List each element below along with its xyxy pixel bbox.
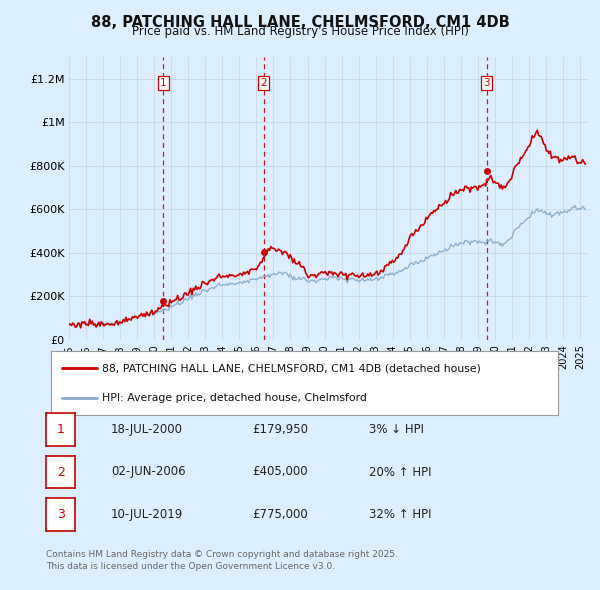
Text: 2: 2 (56, 466, 65, 478)
Text: £775,000: £775,000 (252, 508, 308, 521)
Text: 02-JUN-2006: 02-JUN-2006 (111, 466, 185, 478)
Text: 32% ↑ HPI: 32% ↑ HPI (369, 508, 431, 521)
Text: 20% ↑ HPI: 20% ↑ HPI (369, 466, 431, 478)
Text: 2: 2 (260, 78, 267, 88)
Text: 1: 1 (160, 78, 167, 88)
Text: £179,950: £179,950 (252, 423, 308, 436)
Text: Contains HM Land Registry data © Crown copyright and database right 2025.
This d: Contains HM Land Registry data © Crown c… (46, 550, 398, 571)
Text: 88, PATCHING HALL LANE, CHELMSFORD, CM1 4DB (detached house): 88, PATCHING HALL LANE, CHELMSFORD, CM1 … (102, 363, 481, 373)
Text: 3% ↓ HPI: 3% ↓ HPI (369, 423, 424, 436)
Text: 3: 3 (56, 508, 65, 521)
Text: 10-JUL-2019: 10-JUL-2019 (111, 508, 183, 521)
Text: HPI: Average price, detached house, Chelmsford: HPI: Average price, detached house, Chel… (102, 392, 367, 402)
Text: 18-JUL-2000: 18-JUL-2000 (111, 423, 183, 436)
Text: 1: 1 (56, 423, 65, 436)
Text: 3: 3 (484, 78, 490, 88)
Text: Price paid vs. HM Land Registry's House Price Index (HPI): Price paid vs. HM Land Registry's House … (131, 25, 469, 38)
Text: £405,000: £405,000 (252, 466, 308, 478)
Text: 88, PATCHING HALL LANE, CHELMSFORD, CM1 4DB: 88, PATCHING HALL LANE, CHELMSFORD, CM1 … (91, 15, 509, 30)
